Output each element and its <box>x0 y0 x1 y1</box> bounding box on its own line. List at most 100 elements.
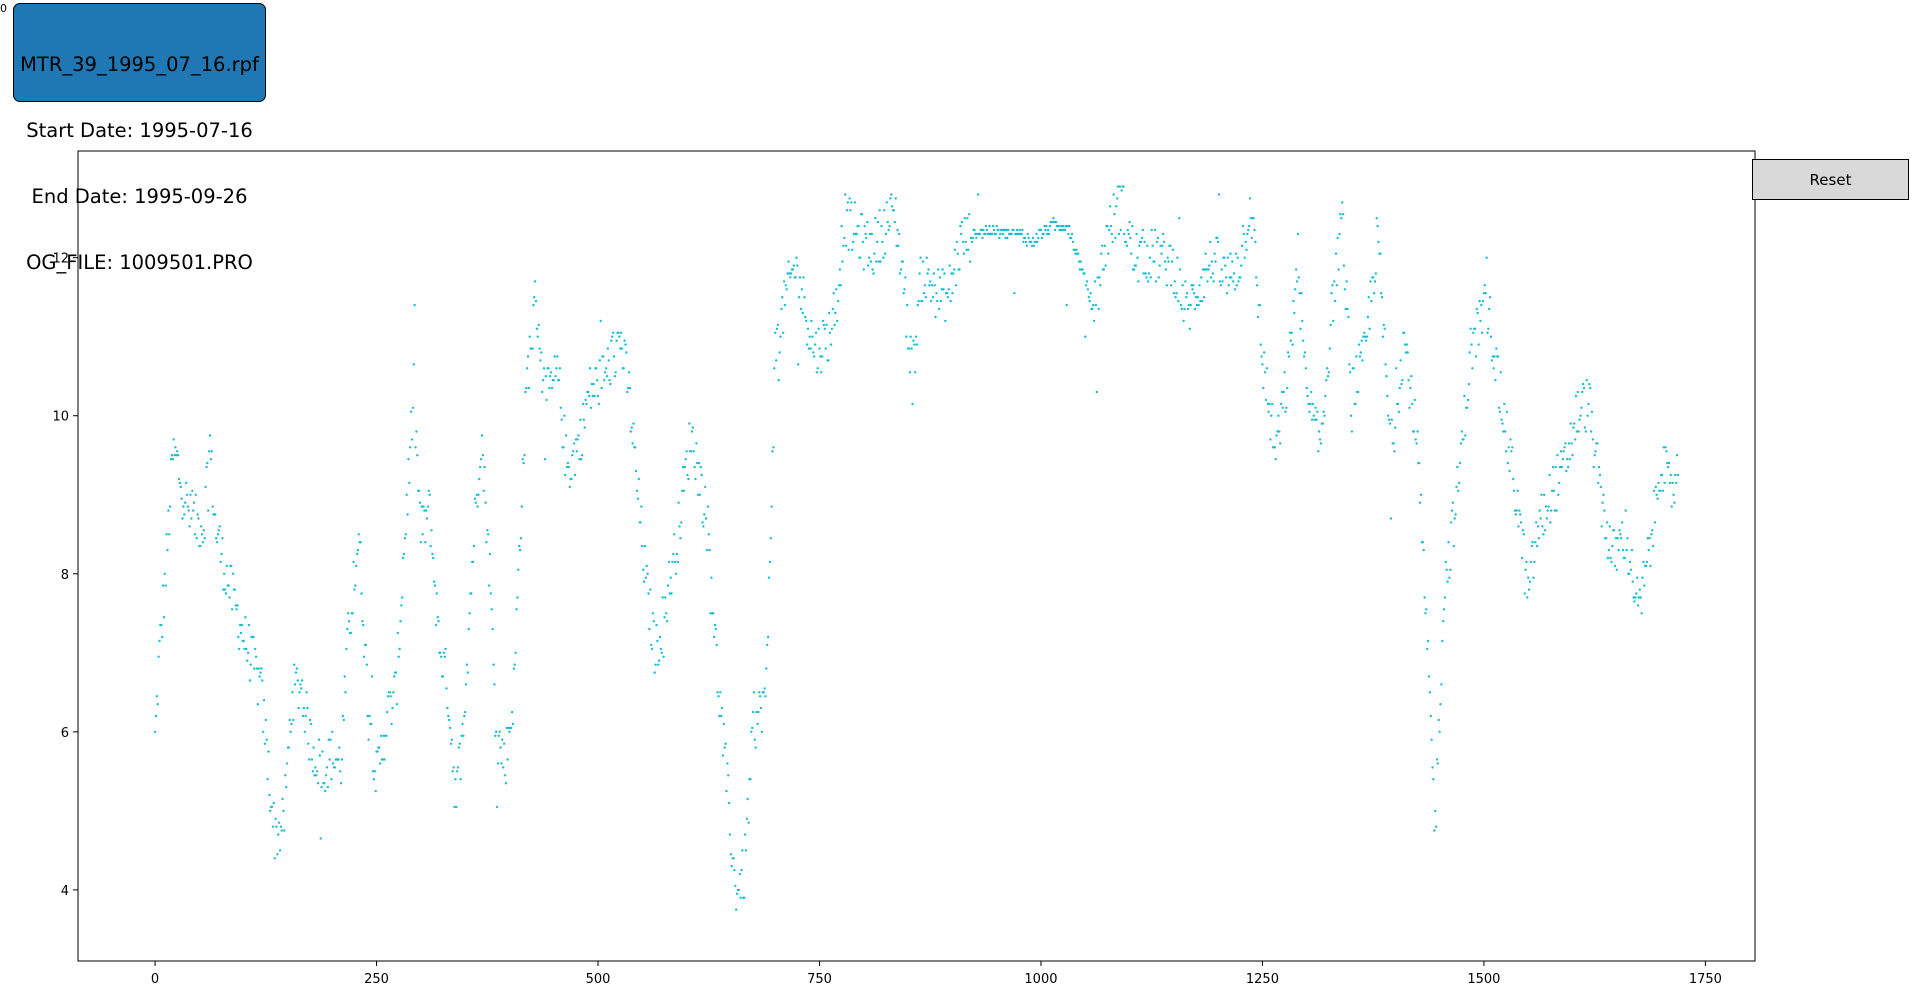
data-point <box>219 560 222 564</box>
data-point <box>1341 213 1345 216</box>
data-point <box>1224 264 1227 267</box>
data-point <box>751 726 754 730</box>
data-point <box>307 742 310 745</box>
data-point <box>1459 442 1463 445</box>
data-point <box>1193 292 1196 295</box>
data-point <box>216 533 220 536</box>
data-point <box>797 296 801 299</box>
data-point <box>429 544 432 548</box>
data-point <box>869 260 873 263</box>
data-point <box>867 256 871 259</box>
data-point <box>231 572 235 575</box>
data-point <box>1654 485 1658 489</box>
data-point <box>339 782 343 785</box>
data-point <box>1154 280 1158 283</box>
data-point <box>507 726 510 730</box>
data-point <box>1609 556 1612 560</box>
data-point <box>991 224 995 228</box>
data-point <box>1170 260 1174 263</box>
data-point <box>1078 268 1082 271</box>
data-point <box>930 284 934 287</box>
data-point <box>431 552 434 556</box>
data-point <box>1166 256 1169 259</box>
data-point <box>1568 458 1572 461</box>
data-point <box>1422 548 1425 552</box>
data-point <box>1157 276 1161 279</box>
data-point <box>1397 410 1401 413</box>
data-point <box>405 493 408 496</box>
data-point <box>1675 481 1678 485</box>
data-point <box>1161 244 1164 247</box>
data-point <box>1414 438 1417 441</box>
data-point <box>1266 402 1270 406</box>
data-point <box>173 454 176 457</box>
data-point <box>432 556 435 560</box>
data-point <box>1260 355 1263 358</box>
data-point <box>464 683 468 686</box>
data-point <box>217 529 221 532</box>
data-point <box>1343 288 1347 291</box>
data-point <box>1361 359 1364 362</box>
data-point <box>723 746 726 749</box>
data-point <box>1379 252 1382 255</box>
data-point <box>1160 252 1163 255</box>
data-point <box>1211 272 1215 275</box>
data-point <box>833 323 836 327</box>
data-point <box>168 505 172 508</box>
data-point <box>223 572 226 575</box>
data-point <box>860 213 864 216</box>
data-point <box>890 205 894 208</box>
data-point <box>896 228 899 232</box>
data-point <box>478 477 481 481</box>
reset-button[interactable]: Reset <box>1752 159 1909 200</box>
data-point <box>978 232 981 236</box>
data-point <box>1104 264 1107 267</box>
data-point <box>541 379 545 382</box>
data-point <box>911 402 914 406</box>
data-point <box>1073 248 1076 251</box>
data-point <box>626 386 630 390</box>
data-point <box>230 564 233 568</box>
data-point <box>1377 240 1380 244</box>
data-point <box>518 548 522 552</box>
data-point <box>928 284 931 287</box>
data-point <box>829 343 833 346</box>
data-point <box>894 197 897 200</box>
data-point <box>1366 315 1370 319</box>
data-point <box>255 667 259 670</box>
data-point <box>1409 386 1412 390</box>
data-point <box>288 718 291 722</box>
data-point <box>1349 414 1353 417</box>
data-point <box>1449 521 1453 524</box>
data-point <box>524 390 527 394</box>
data-point <box>1286 351 1290 354</box>
data-point <box>1226 256 1230 259</box>
data-point <box>888 224 891 228</box>
data-point <box>1324 394 1327 398</box>
data-point <box>1605 521 1609 524</box>
data-point <box>820 371 823 374</box>
data-point <box>870 232 873 236</box>
data-point <box>1564 442 1567 445</box>
data-point <box>710 576 713 579</box>
data-point <box>619 347 622 350</box>
data-point <box>984 232 987 236</box>
data-point <box>875 260 878 263</box>
data-point <box>665 612 668 615</box>
data-point <box>1427 675 1431 678</box>
data-point <box>1177 299 1180 303</box>
data-point <box>1125 244 1129 247</box>
data-point <box>1539 517 1542 520</box>
data-point <box>503 774 507 777</box>
data-point <box>1550 509 1553 512</box>
data-point <box>1421 541 1425 544</box>
data-point <box>310 758 314 761</box>
data-point <box>656 639 659 643</box>
data-point <box>1267 410 1270 413</box>
data-point <box>1225 292 1229 295</box>
data-point <box>1162 240 1166 244</box>
data-point <box>1646 537 1650 540</box>
data-point <box>448 718 451 722</box>
data-point <box>685 450 688 453</box>
data-point <box>1381 335 1385 338</box>
